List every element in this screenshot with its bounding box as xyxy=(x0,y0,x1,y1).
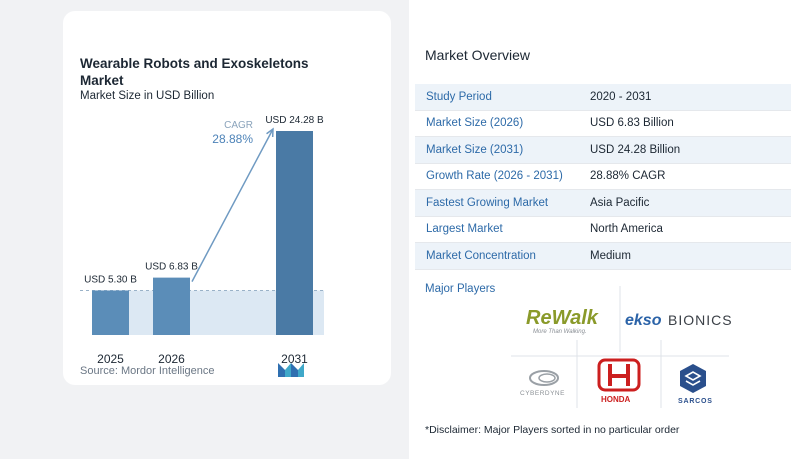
row-label: Market Concentration xyxy=(426,249,536,262)
data-label-2031: USD 24.28 B xyxy=(265,115,324,126)
row-label: Study Period xyxy=(426,90,492,103)
chart-title: Wearable Robots and Exoskeletons Market xyxy=(80,56,309,88)
row-value: Medium xyxy=(590,249,631,262)
row-label: Market Size (2026) xyxy=(426,117,524,130)
market-size-chart: USD 5.30 B 2025 USD 6.83 B 2026 USD 24.28 B 2… xyxy=(80,115,325,366)
data-label-2026: USD 6.83 B xyxy=(145,262,198,273)
ekso-bionics-logo: ekso BIONICS xyxy=(625,312,733,329)
honda-logo: HONDA xyxy=(597,358,641,404)
bar-2026 xyxy=(153,277,190,335)
honda-name: HONDA xyxy=(601,395,631,404)
overview-row: Fastest Growing Market Asia Pacific xyxy=(415,190,791,217)
sarcos-name: SARCOS xyxy=(678,398,713,405)
cagr-value: 28.88% xyxy=(212,132,253,146)
mordor-intelligence-logo xyxy=(278,363,304,377)
category-label-2025: 2025 xyxy=(97,352,124,366)
overview-row: Market Concentration Medium xyxy=(415,243,791,270)
row-label: Growth Rate (2026 - 2031) xyxy=(426,170,563,183)
row-label: Largest Market xyxy=(426,223,503,236)
rewalk-name: ReWalk xyxy=(526,307,599,329)
sarcos-logo: SARCOS xyxy=(678,364,713,405)
cyberdyne-logo: CYBERDYNE xyxy=(520,370,565,397)
row-value: USD 6.83 Billion xyxy=(590,117,674,130)
category-label-2026: 2026 xyxy=(158,352,185,366)
ekso-name: ekso xyxy=(625,312,662,329)
overview-row: Growth Rate (2026 - 2031) 28.88% CAGR xyxy=(415,164,791,190)
row-value: USD 24.28 Billion xyxy=(590,143,681,156)
overview-title: Market Overview xyxy=(425,47,531,63)
category-label-2031: 2031 xyxy=(281,352,308,366)
cagr-arrow xyxy=(191,128,274,282)
row-value: 2020 - 2031 xyxy=(590,90,652,103)
bar-2025 xyxy=(92,290,129,335)
overview-row: Study Period 2020 - 2031 xyxy=(415,84,791,111)
row-value: Asia Pacific xyxy=(590,196,650,209)
cagr-label: CAGR xyxy=(224,120,253,131)
disclaimer: *Disclaimer: Major Players sorted in no … xyxy=(425,424,680,436)
major-players-logos: ReWalk More Than Walking. ekso BIONICS C… xyxy=(511,286,733,408)
chart-subtitle: Market Size in USD Billion xyxy=(80,90,215,102)
row-label: Market Size (2031) xyxy=(426,143,524,156)
overview-row: Market Size (2031) USD 24.28 Billion xyxy=(415,137,791,164)
overview-row: Largest Market North America xyxy=(415,217,791,243)
row-value: 28.88% CAGR xyxy=(590,170,666,183)
market-overview-panel: Market Overview Study Period 2020 - 2031 … xyxy=(409,0,800,459)
data-label-2025: USD 5.30 B xyxy=(84,274,137,285)
row-value: North America xyxy=(590,223,663,236)
cagr-arrowhead xyxy=(266,127,274,138)
overview-table: Study Period 2020 - 2031 Market Size (202… xyxy=(415,84,791,270)
source-note: Source: Mordor Intelligence xyxy=(80,365,215,377)
bar-2031 xyxy=(276,131,313,335)
rewalk-tagline: More Than Walking. xyxy=(533,329,587,335)
row-label: Fastest Growing Market xyxy=(426,196,549,209)
cyberdyne-name: CYBERDYNE xyxy=(520,390,565,397)
ekso-suffix: BIONICS xyxy=(668,312,733,328)
overview-row: Market Size (2026) USD 6.83 Billion xyxy=(415,111,791,137)
rewalk-logo: ReWalk More Than Walking. xyxy=(526,307,599,335)
market-size-card: USD 5.30 B 2025 USD 6.83 B 2026 USD 24.28 B 2… xyxy=(63,11,391,385)
major-players-title: Major Players xyxy=(425,283,496,295)
